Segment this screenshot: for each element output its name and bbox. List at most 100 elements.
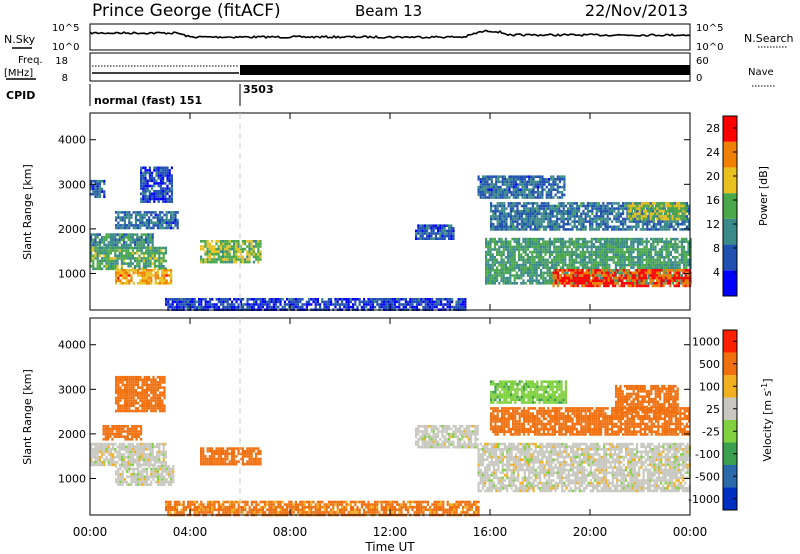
heatmap-cell (595, 245, 598, 249)
heatmap-cell (160, 257, 163, 260)
heatmap-cell (549, 228, 552, 231)
heatmap-cell (222, 250, 225, 253)
heatmap-cell (255, 240, 258, 243)
heatmap-cell (682, 204, 685, 208)
heatmap-cell (204, 245, 207, 248)
heatmap-cell (535, 279, 538, 282)
heatmap-cell (165, 216, 168, 219)
heatmap-cell (593, 220, 596, 223)
heatmap-cell (653, 202, 657, 205)
heatmap-cell (241, 250, 244, 253)
heatmap-cell (595, 212, 598, 216)
heatmap-cell (128, 218, 131, 222)
heatmap-cell (586, 282, 589, 285)
heatmap-cell (109, 453, 112, 456)
heatmap-cell (443, 227, 446, 230)
heatmap-cell (646, 225, 649, 229)
heatmap-cell (164, 259, 167, 263)
heatmap-cell (510, 191, 513, 194)
heatmap-cell (496, 220, 499, 223)
heatmap-cell (116, 254, 119, 258)
heatmap-cell (488, 185, 491, 189)
heatmap-cell (487, 282, 490, 285)
heatmap-cell (206, 253, 209, 256)
heatmap-cell (636, 212, 639, 216)
heatmap-cell (658, 204, 661, 208)
heatmap-cell (423, 227, 426, 230)
heatmap-cell (608, 269, 611, 272)
heatmap-cell (136, 235, 139, 239)
heatmap-cell (683, 263, 686, 267)
heatmap-cell (573, 253, 576, 256)
heatmap-cell (415, 237, 418, 240)
heatmap-cell (432, 232, 435, 235)
heatmap-cell (681, 228, 684, 231)
heatmap-cell (439, 234, 442, 238)
heatmap-cell (558, 209, 561, 213)
heatmap-cell (669, 215, 672, 218)
heatmap-cell (92, 264, 95, 268)
heatmap-cell (137, 271, 140, 275)
heatmap-cell (660, 276, 663, 280)
heatmap-cell (639, 220, 642, 223)
heatmap-cell (597, 261, 600, 264)
heatmap-cell (537, 282, 540, 285)
heatmap-cell (676, 261, 679, 264)
heatmap-cell (206, 245, 209, 248)
heatmap-cell (649, 279, 652, 282)
heatmap-cell (103, 249, 106, 252)
heatmap-cell (632, 266, 635, 269)
heatmap-cell (670, 225, 673, 229)
heatmap-cell (257, 255, 260, 259)
heatmap-cell (131, 238, 134, 242)
heatmap-cell (595, 228, 598, 231)
heatmap-cell (629, 209, 632, 213)
heatmap-cell (636, 269, 639, 272)
heatmap-cell (140, 246, 143, 250)
heatmap-cell (617, 258, 620, 262)
heatmap-cell (118, 251, 121, 255)
heatmap-cell (584, 220, 587, 223)
heatmap-cell (334, 298, 337, 301)
heatmap-cell (202, 240, 205, 243)
heatmap-cell (431, 300, 434, 304)
heatmap-cell (590, 261, 593, 264)
heatmap-cell (292, 303, 295, 306)
heatmap-cell (563, 274, 566, 277)
beam-label: Beam 13 (355, 2, 422, 20)
heatmap-cell (540, 202, 543, 205)
heatmap-cell (98, 264, 101, 268)
heatmap-cell (559, 240, 562, 243)
heatmap-cell (126, 279, 129, 282)
heatmap-cell (117, 213, 120, 217)
heatmap-cell (131, 262, 134, 265)
heatmap-cell (358, 298, 361, 301)
heatmap-cell (92, 185, 95, 188)
heatmap-cell (137, 274, 140, 277)
heatmap-cell (396, 305, 399, 309)
heatmap-cell (581, 266, 584, 269)
heatmap-cell (170, 189, 173, 193)
heatmap-cell (182, 298, 185, 301)
heatmap-cell (587, 284, 590, 288)
heatmap-cell (625, 282, 628, 285)
heatmap-cell (153, 264, 156, 268)
heatmap-cell (226, 298, 229, 301)
heatmap-cell (98, 249, 101, 252)
heatmap-cell (547, 215, 550, 218)
heatmap-cell (569, 207, 572, 210)
heatmap-cell (501, 204, 504, 208)
heatmap-cell (241, 260, 244, 264)
heatmap-cell (159, 221, 162, 225)
heatmap-cell (536, 196, 540, 199)
heatmap-cell (576, 284, 579, 288)
heatmap-cell (553, 279, 556, 282)
heatmap-cell (664, 215, 668, 218)
heatmap-cell (671, 207, 674, 210)
heatmap-cell (94, 195, 97, 199)
heatmap-cell (279, 300, 282, 304)
heatmap-cell (545, 215, 548, 218)
heatmap-cell (503, 217, 506, 221)
heatmap-cell (170, 276, 173, 280)
heatmap-cell (499, 185, 502, 189)
